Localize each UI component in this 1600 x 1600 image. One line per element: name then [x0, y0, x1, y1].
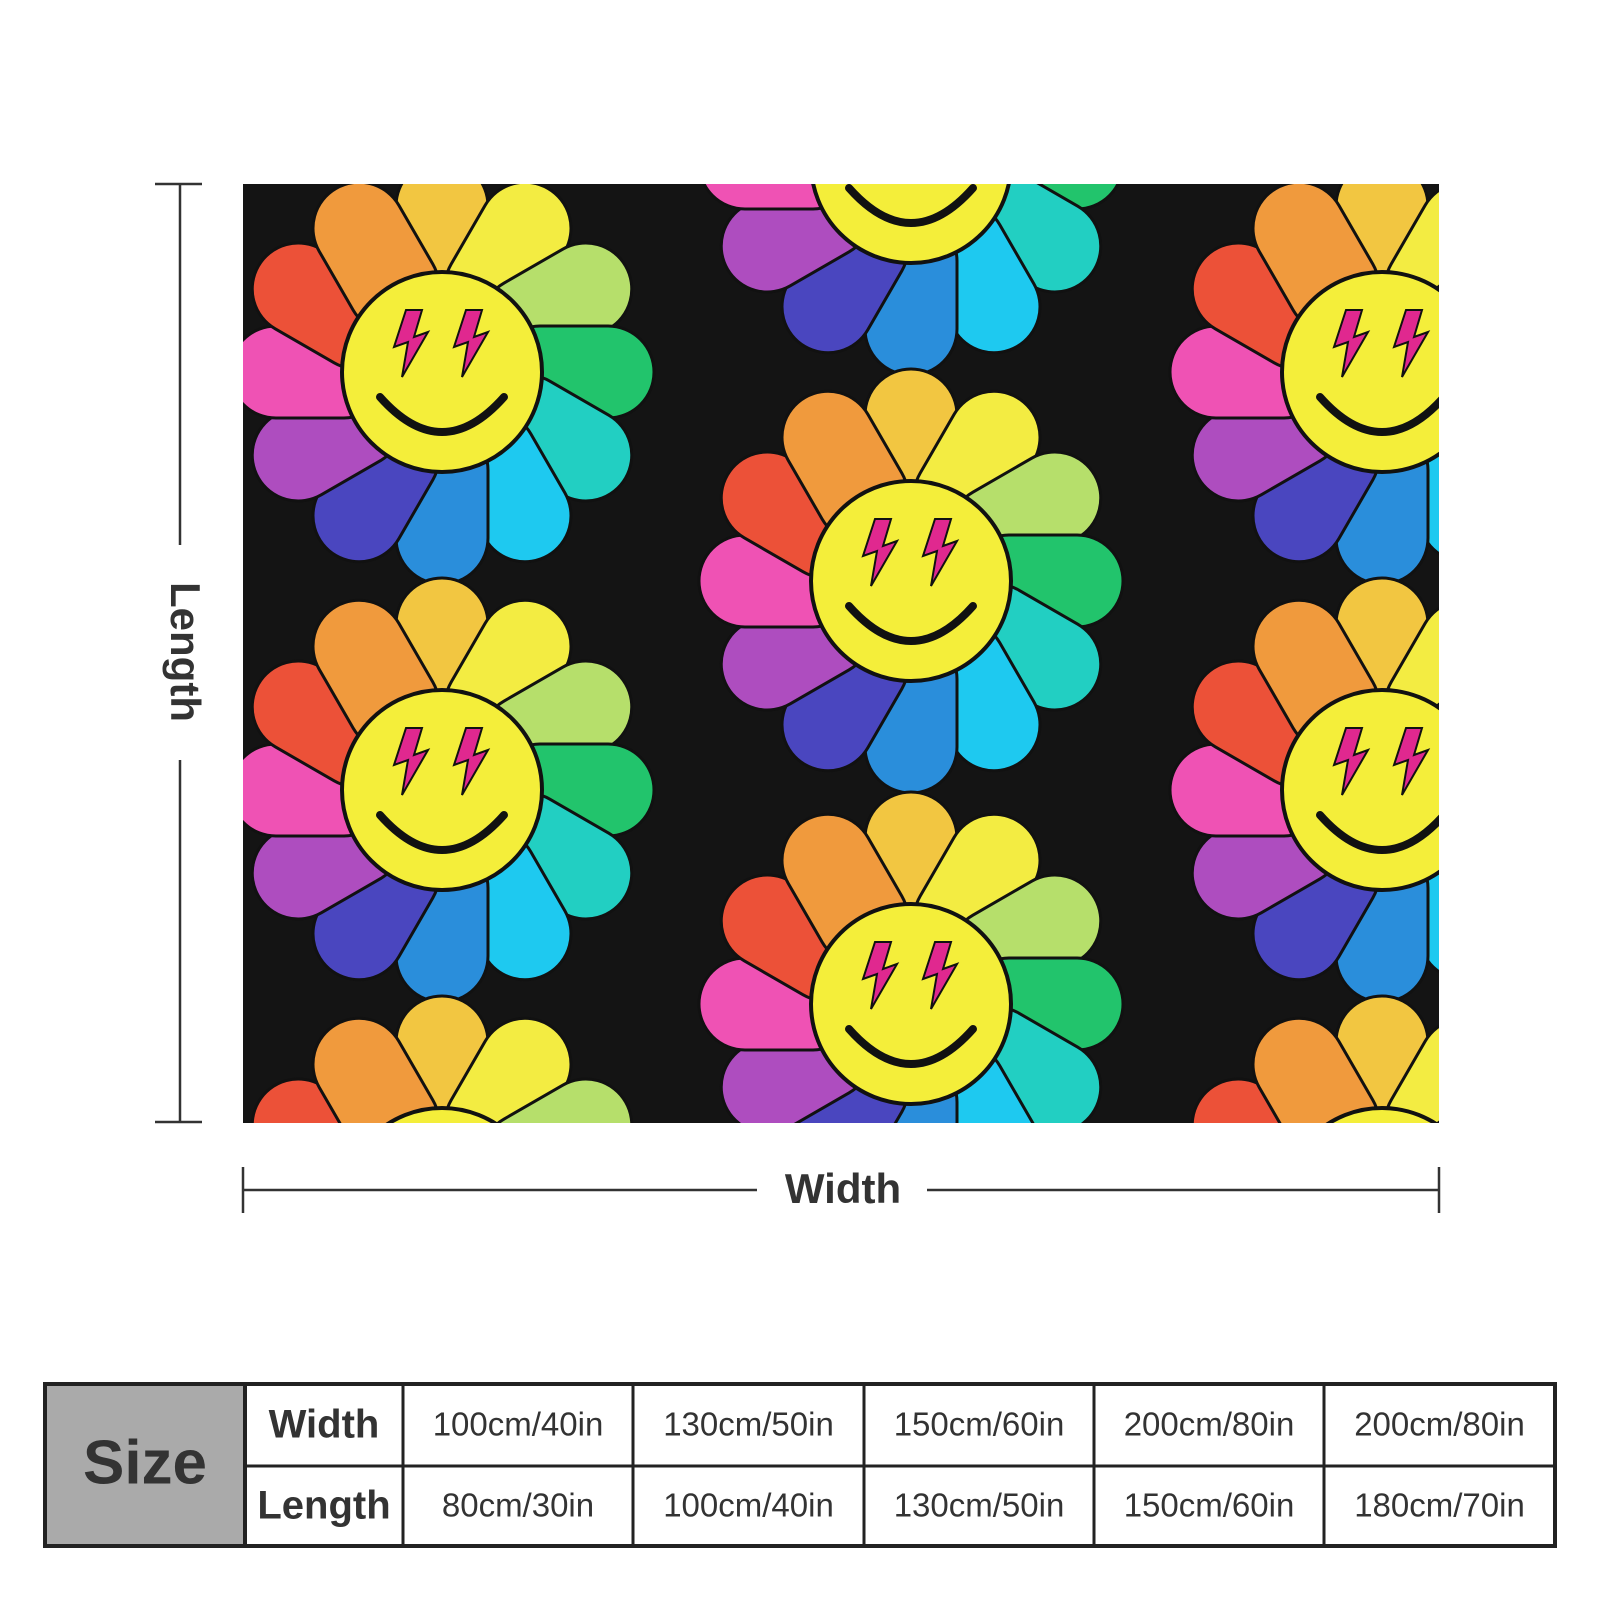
- face: [385, 1106, 499, 1123]
- eye-bolt: [1392, 727, 1431, 796]
- eye-bolt: [392, 727, 431, 796]
- petal: [479, 1077, 634, 1123]
- face: [340, 270, 544, 474]
- petal: [1434, 1162, 1594, 1254]
- petal: [1251, 1016, 1381, 1123]
- eye-bolt: [392, 309, 431, 378]
- table-cell: 130cm/50in: [663, 1406, 834, 1443]
- smile: [845, 602, 977, 645]
- face: [340, 688, 544, 892]
- eye-bolt: [454, 1146, 488, 1213]
- petal: [235, 1194, 420, 1354]
- eye-bolt: [861, 518, 900, 587]
- eye-bolt: [1334, 1146, 1368, 1213]
- eye-bolt: [921, 941, 960, 1010]
- flower: [243, 576, 656, 1004]
- petal: [1432, 324, 1439, 420]
- width-dimension: [241, 1167, 1441, 1213]
- table-cell: 80cm/30in: [442, 1487, 594, 1524]
- row-header: Length: [257, 1484, 390, 1528]
- petal: [933, 17, 1118, 177]
- smile: [845, 1025, 977, 1068]
- petal: [897, 0, 1057, 141]
- petal: [704, 17, 889, 177]
- smile: [1316, 393, 1439, 436]
- eye-bolt: [452, 309, 491, 378]
- smile: [845, 184, 977, 227]
- eye-bolt: [394, 1146, 428, 1213]
- flower: [697, 790, 1125, 1123]
- flower: [1168, 184, 1439, 586]
- petal: [865, 0, 957, 111]
- face: [809, 479, 1013, 683]
- flower: [1170, 994, 1594, 1354]
- flower-pattern: [230, 0, 1594, 1354]
- face: [811, 184, 1011, 265]
- eye-bolt: [1392, 309, 1431, 378]
- petal: [1170, 1162, 1330, 1254]
- eye-bolt: [921, 518, 960, 587]
- smile: [1316, 811, 1439, 854]
- table-cell: 180cm/70in: [1354, 1487, 1525, 1524]
- petal: [1432, 742, 1439, 838]
- smile: [380, 1233, 504, 1268]
- smile: [376, 811, 508, 854]
- length-dimension: [155, 182, 202, 1124]
- width-label: Width: [785, 1165, 901, 1212]
- petal: [1383, 1016, 1439, 1123]
- petal: [1175, 1194, 1360, 1354]
- flower: [697, 0, 1125, 377]
- smile: [376, 393, 508, 436]
- size-cell: [43, 1382, 247, 1548]
- table-cell: 200cm/80in: [1354, 1406, 1525, 1443]
- eye-bolt: [923, 101, 957, 168]
- smile: [1320, 1233, 1444, 1268]
- eye-bolt: [1394, 1146, 1428, 1213]
- length-label: Length: [162, 582, 209, 722]
- table-cell: 150cm/60in: [1124, 1487, 1295, 1524]
- petal: [230, 1162, 390, 1254]
- eye-bolt: [1332, 309, 1371, 378]
- table-cell: 100cm/40in: [433, 1406, 604, 1443]
- eye-bolt: [1332, 727, 1371, 796]
- petal: [494, 1162, 654, 1254]
- eye-bolt: [861, 941, 900, 1010]
- size-table: Size Width 100cm/40in 130cm/50in 150cm/60in 2…: [43, 1382, 1557, 1548]
- eye-bolt: [452, 727, 491, 796]
- table-cell: 100cm/40in: [663, 1487, 834, 1524]
- face: [1280, 688, 1439, 892]
- eye-bolt: [863, 101, 897, 168]
- petal: [311, 1016, 441, 1123]
- petal: [1404, 1194, 1589, 1354]
- row-header: Width: [269, 1403, 380, 1447]
- size-title: Size: [83, 1428, 207, 1497]
- flower: [230, 994, 654, 1354]
- table-cell: 130cm/50in: [894, 1487, 1065, 1524]
- flower: [1168, 576, 1439, 1004]
- face: [809, 902, 1013, 1106]
- table-cell: 150cm/60in: [894, 1406, 1065, 1443]
- face: [1325, 1106, 1439, 1123]
- flower: [697, 367, 1125, 795]
- face: [1280, 270, 1439, 474]
- flower: [243, 184, 656, 586]
- petal: [765, 0, 925, 141]
- table-cell: 200cm/80in: [1124, 1406, 1295, 1443]
- petal: [464, 1194, 649, 1354]
